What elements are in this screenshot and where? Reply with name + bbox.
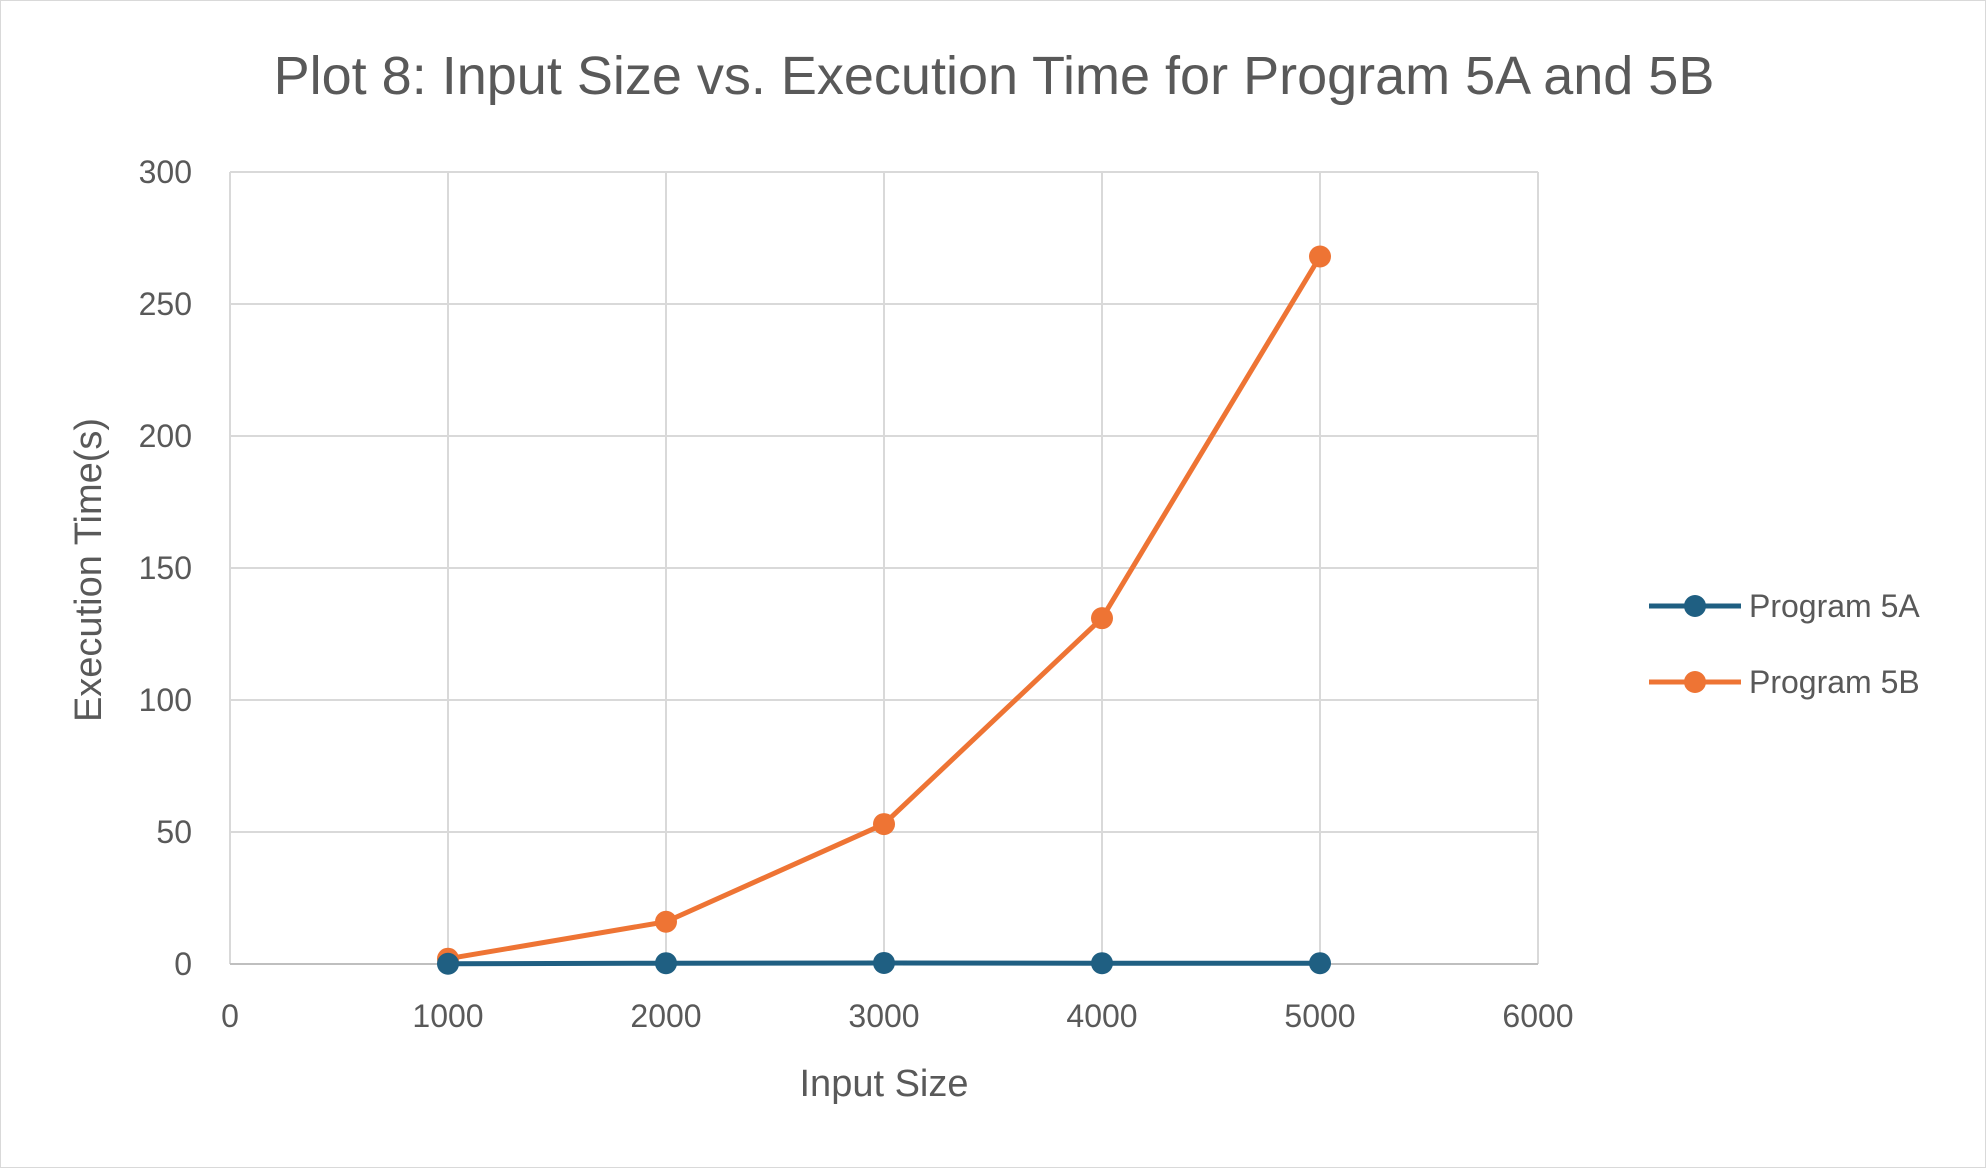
legend-marker (1684, 595, 1706, 617)
y-tick-label: 200 (139, 418, 192, 454)
data-point (873, 813, 895, 836)
x-tick-label: 4000 (1066, 998, 1137, 1034)
y-axis-title: Execution Time(s) (68, 418, 110, 722)
series-program-5a (437, 951, 1331, 975)
data-point (655, 952, 677, 975)
legend-marker (1684, 671, 1706, 693)
legend-label: Program 5A (1749, 588, 1920, 624)
x-tick-label: 2000 (630, 998, 701, 1034)
data-point (437, 952, 459, 975)
legend-item: Program 5A (1649, 588, 1920, 624)
x-tick-label: 3000 (848, 998, 919, 1034)
x-tick-label: 5000 (1284, 998, 1355, 1034)
legend-label: Program 5B (1749, 664, 1920, 700)
x-tick-label: 0 (221, 998, 239, 1034)
y-tick-label: 150 (139, 550, 192, 586)
data-point (1091, 952, 1113, 975)
y-tick-label: 50 (156, 814, 192, 850)
data-point (873, 951, 895, 974)
chart-title: Plot 8: Input Size vs. Execution Time fo… (274, 46, 1715, 106)
x-tick-label: 6000 (1502, 998, 1573, 1034)
series-layer (437, 245, 1331, 975)
y-tick-label: 100 (139, 682, 192, 718)
y-tick-label: 250 (139, 286, 192, 322)
x-axis-title: Input Size (800, 1063, 969, 1105)
x-tick-label: 1000 (412, 998, 483, 1034)
data-point (655, 910, 677, 933)
data-point (1091, 607, 1113, 630)
data-point (1309, 245, 1331, 268)
legend: Program 5A Program 5B (1649, 588, 1920, 700)
data-point (1309, 952, 1331, 975)
grid (229, 171, 1539, 964)
y-tick-label: 0 (174, 946, 192, 982)
y-tick-label: 300 (139, 154, 192, 190)
legend-item: Program 5B (1649, 664, 1920, 700)
